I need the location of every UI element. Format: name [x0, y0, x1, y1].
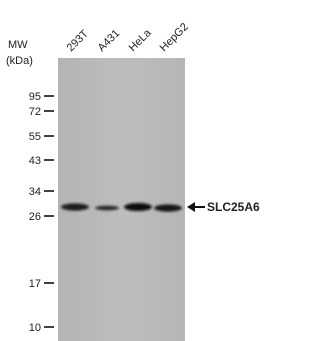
band-label: SLC25A6 [207, 200, 260, 214]
marker-label: 17 [29, 278, 41, 290]
band [154, 204, 182, 211]
band [95, 206, 119, 211]
marker-label: 55 [29, 131, 41, 143]
lane-label: 293T [65, 28, 91, 54]
unit-label: (kDa) [6, 55, 33, 67]
marker-label: 72 [29, 106, 41, 118]
lane-label: HepG2 [158, 21, 191, 54]
mw-label: MW [8, 39, 28, 51]
marker-label: 10 [29, 322, 41, 334]
marker-label: 43 [29, 155, 41, 167]
band [61, 203, 89, 210]
band [124, 203, 152, 211]
lane-label: A431 [96, 27, 123, 54]
lane-label: HeLa [127, 26, 155, 54]
marker-label: 34 [29, 186, 41, 198]
arrow-head [187, 202, 195, 212]
marker-label: 95 [29, 91, 41, 103]
marker-label: 26 [29, 211, 41, 223]
gel-membrane [58, 58, 185, 341]
